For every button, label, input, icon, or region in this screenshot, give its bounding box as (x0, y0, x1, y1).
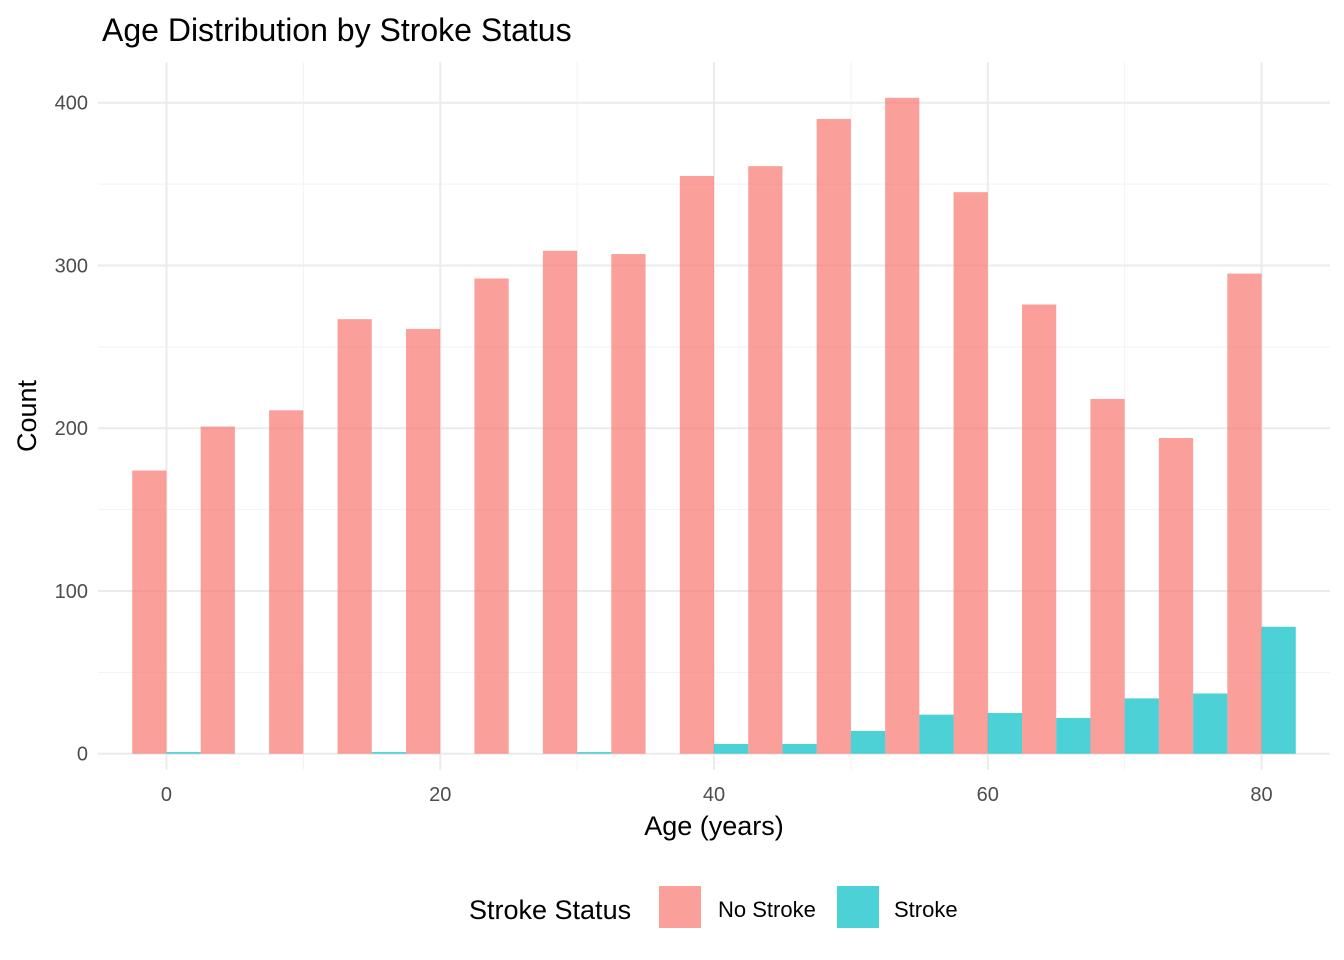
y-tick-label: 400 (55, 93, 88, 115)
legend: Stroke Status No Stroke Stroke (469, 886, 958, 928)
bar-stroke (987, 713, 1022, 754)
bar-stroke (714, 743, 749, 754)
legend-label-no-stroke: No Stroke (718, 897, 816, 922)
bar-no-stroke (885, 97, 920, 754)
bar-no-stroke (611, 254, 646, 754)
x-tick-labels: 0 20 40 60 80 (161, 784, 1273, 806)
bar-no-stroke (474, 278, 509, 754)
bar-no-stroke (200, 426, 235, 754)
bar-no-stroke (816, 118, 851, 754)
x-axis-title: Age (years) (644, 811, 784, 841)
bar-no-stroke (406, 328, 441, 754)
chart-title: Age Distribution by Stroke Status (102, 12, 572, 48)
legend-title: Stroke Status (469, 895, 631, 925)
legend-key-no-stroke (659, 886, 701, 928)
bar-stroke (1193, 693, 1228, 754)
bar-stroke (371, 752, 406, 754)
y-tick-label: 0 (77, 744, 88, 766)
bar-no-stroke (542, 250, 578, 754)
x-tick-label: 20 (429, 784, 451, 806)
x-tick-label: 40 (703, 784, 725, 806)
bar-no-stroke (1022, 304, 1057, 754)
y-tick-label: 300 (55, 255, 88, 277)
bar-stroke (850, 730, 886, 754)
y-tick-labels: 0 100 200 300 400 (55, 93, 88, 766)
bar-stroke (919, 714, 954, 754)
bar-stroke (1124, 698, 1159, 754)
bars (132, 97, 1296, 754)
bar-stroke (577, 752, 612, 754)
bar-no-stroke (269, 410, 304, 754)
x-tick-label: 80 (1250, 784, 1272, 806)
x-tick-label: 60 (977, 784, 999, 806)
bar-no-stroke (337, 319, 372, 754)
bar-no-stroke (679, 175, 714, 754)
bar-stroke (1261, 626, 1296, 754)
bar-no-stroke (1158, 437, 1194, 754)
bar-no-stroke (132, 470, 167, 754)
bar-no-stroke (1090, 398, 1125, 754)
y-tick-label: 100 (55, 581, 88, 603)
bar-stroke (782, 743, 817, 754)
bar-no-stroke (748, 166, 783, 754)
bar-stroke (166, 752, 201, 754)
x-tick-label: 0 (161, 784, 172, 806)
bar-no-stroke (1227, 273, 1262, 754)
y-tick-label: 200 (55, 418, 88, 440)
y-axis-title: Count (12, 379, 42, 452)
bar-no-stroke (953, 192, 988, 754)
bar-stroke (1056, 717, 1091, 754)
legend-label-stroke: Stroke (894, 897, 958, 922)
legend-key-stroke (837, 886, 879, 928)
